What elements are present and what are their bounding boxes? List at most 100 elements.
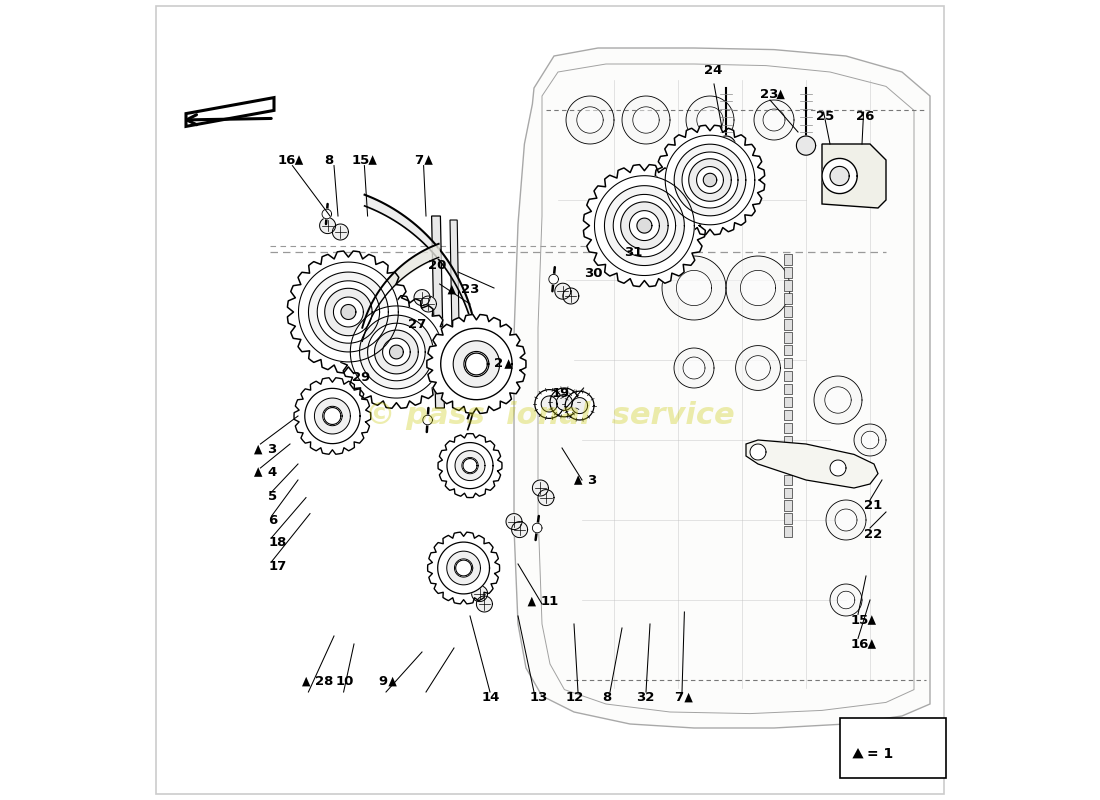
Polygon shape [383,338,410,366]
Polygon shape [620,202,668,250]
Polygon shape [666,135,755,225]
Polygon shape [754,100,794,140]
Polygon shape [783,319,792,330]
Polygon shape [450,220,461,406]
Text: 29: 29 [352,371,370,384]
Polygon shape [554,283,571,299]
Text: 13: 13 [529,691,548,704]
Polygon shape [340,296,453,408]
Polygon shape [783,422,792,433]
Polygon shape [783,501,792,511]
Polygon shape [783,358,792,369]
Polygon shape [332,224,349,240]
Text: 19: 19 [551,387,570,400]
Polygon shape [852,748,864,758]
Polygon shape [287,251,409,373]
Polygon shape [360,315,433,389]
Polygon shape [826,500,866,540]
Text: 25: 25 [815,110,834,122]
Polygon shape [565,391,594,420]
Polygon shape [689,158,732,202]
Text: 10: 10 [336,675,354,688]
Polygon shape [783,280,792,290]
Polygon shape [783,526,792,537]
Polygon shape [822,144,886,208]
Polygon shape [550,388,579,417]
Polygon shape [341,305,356,319]
Polygon shape [796,136,815,155]
Polygon shape [830,166,849,186]
Polygon shape [428,532,499,604]
Polygon shape [726,256,790,320]
Polygon shape [763,109,785,131]
Polygon shape [783,487,792,498]
Polygon shape [317,281,379,343]
Text: 18: 18 [268,536,287,549]
Polygon shape [448,285,456,294]
Polygon shape [676,270,712,306]
Polygon shape [783,514,792,524]
Polygon shape [566,96,614,144]
Polygon shape [621,96,670,144]
Text: 14: 14 [482,691,500,704]
Polygon shape [629,210,659,241]
Polygon shape [254,467,263,477]
Polygon shape [637,218,652,233]
Polygon shape [632,107,659,133]
Polygon shape [783,474,792,485]
Text: 3: 3 [587,474,596,486]
Polygon shape [528,597,536,606]
Polygon shape [736,346,780,390]
Polygon shape [438,434,502,498]
Polygon shape [532,480,549,496]
Polygon shape [465,353,487,375]
Text: 3: 3 [267,443,276,456]
Text: © pass  ional  service: © pass ional service [365,402,735,430]
Polygon shape [538,490,554,506]
Text: 21: 21 [864,499,882,512]
Polygon shape [441,328,513,400]
Polygon shape [447,442,493,489]
Polygon shape [324,288,372,336]
Polygon shape [438,542,490,594]
Polygon shape [830,460,846,476]
Polygon shape [505,359,513,369]
Text: 9: 9 [378,675,387,688]
Text: = 1: = 1 [867,746,893,761]
Polygon shape [305,388,360,444]
Text: 5: 5 [268,490,277,502]
Polygon shape [583,165,705,286]
Polygon shape [186,98,274,126]
Text: 12: 12 [566,691,584,704]
Polygon shape [563,288,579,304]
Text: 17: 17 [268,560,287,573]
Polygon shape [783,371,792,382]
Text: 7: 7 [414,154,424,166]
Polygon shape [822,158,857,194]
Polygon shape [783,294,792,304]
Text: 28: 28 [316,675,333,688]
Polygon shape [605,186,684,266]
Polygon shape [431,216,444,408]
Polygon shape [835,509,857,531]
Polygon shape [746,356,770,380]
Polygon shape [783,397,792,407]
Polygon shape [572,398,587,414]
Text: 11: 11 [541,595,559,608]
Polygon shape [783,462,792,472]
Polygon shape [514,48,930,728]
Text: 23: 23 [461,283,480,296]
Polygon shape [783,332,792,342]
Polygon shape [703,174,717,186]
Polygon shape [868,639,876,649]
Polygon shape [464,351,488,377]
Polygon shape [298,262,398,362]
Text: 16: 16 [278,154,296,166]
Text: 30: 30 [584,267,602,280]
Polygon shape [368,155,377,165]
Polygon shape [557,394,572,410]
Polygon shape [320,218,336,234]
Text: 7: 7 [674,691,683,704]
Polygon shape [455,560,472,576]
Polygon shape [324,407,341,425]
